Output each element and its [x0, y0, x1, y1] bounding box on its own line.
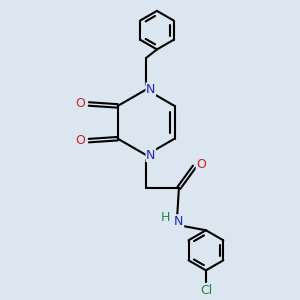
Text: O: O — [75, 134, 85, 147]
Text: O: O — [75, 98, 85, 110]
Text: O: O — [196, 158, 206, 171]
Text: N: N — [146, 83, 155, 96]
Text: N: N — [174, 215, 184, 228]
Text: H: H — [161, 211, 170, 224]
Text: Cl: Cl — [200, 284, 212, 297]
Text: N: N — [146, 148, 155, 162]
